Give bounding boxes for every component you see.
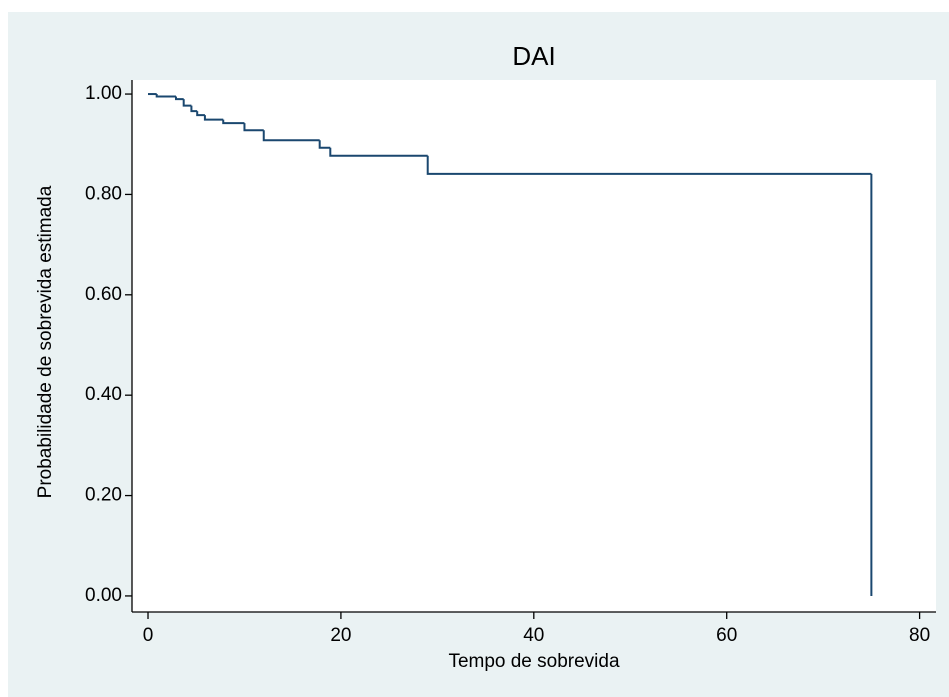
step-segment (182, 99, 192, 107)
step-segment (196, 111, 205, 117)
y-tick-label: 0.00 (85, 585, 122, 606)
step-segment (329, 147, 428, 157)
x-tick-label: 80 (909, 625, 930, 646)
step-segment (318, 140, 331, 149)
y-tick-label: 0.20 (85, 485, 122, 506)
y-tick-label: 0.80 (85, 183, 122, 204)
plot-area (132, 80, 936, 612)
y-axis-label: Probabilidade de sobrevida estimada (35, 185, 56, 498)
x-tick-label: 0 (143, 625, 154, 646)
step-segment (190, 105, 198, 113)
x-tick-label: 60 (716, 625, 737, 646)
step-segment (222, 119, 245, 125)
y-tick-label: 0.40 (85, 384, 122, 405)
y-tick-label: 1.00 (85, 83, 122, 104)
chart-title: DAI (512, 41, 555, 71)
step-segment (262, 130, 320, 142)
y-tick-label: 0.60 (85, 284, 122, 305)
step-segment (203, 115, 224, 121)
x-tick-label: 40 (523, 625, 544, 646)
x-tick-label: 20 (330, 625, 351, 646)
step-segment (174, 96, 184, 101)
x-axis-label: Tempo de sobrevida (448, 651, 620, 672)
step-segment (243, 123, 264, 132)
step-segment (426, 155, 872, 175)
step-segment (155, 94, 176, 98)
